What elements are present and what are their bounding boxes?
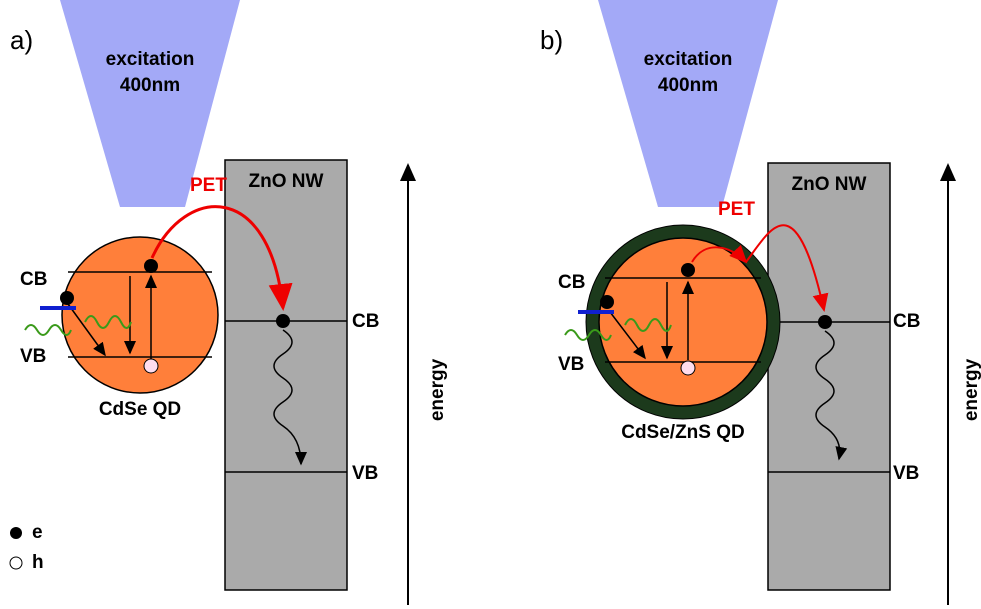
quantum-dot [62, 237, 218, 393]
electron [818, 315, 832, 329]
band-label: CB [352, 311, 379, 332]
excitation-beam [598, 0, 778, 207]
legend: e h [10, 522, 44, 573]
electron [600, 295, 614, 309]
band-label: VB [20, 346, 46, 367]
dot-label: CdSe/ZnS QD [621, 422, 745, 443]
panel-b: b) excitation 400nm ZnO NW CB VB energy … [540, 0, 981, 605]
electron [144, 259, 158, 273]
panel-a: a) excitation 400nm ZnO NW CB VB energy … [10, 0, 448, 605]
legend-label: e [32, 522, 43, 543]
hole [144, 359, 158, 373]
band-label: VB [893, 463, 919, 484]
nanowire [768, 163, 890, 590]
excitation-text: excitation [106, 49, 195, 70]
legend-marker [10, 557, 22, 569]
band-label: VB [352, 463, 378, 484]
hole [681, 361, 695, 375]
band-label: CB [20, 269, 47, 290]
nanowire [225, 160, 347, 590]
excitation-text: 400nm [120, 75, 180, 96]
dot-label: CdSe QD [99, 399, 181, 420]
panel-label: b) [540, 25, 563, 55]
diagram: a) excitation 400nm ZnO NW CB VB energy … [0, 0, 981, 609]
band-label: CB [893, 311, 920, 332]
band-label: CB [558, 272, 585, 293]
band-label: VB [558, 354, 584, 375]
electron [60, 291, 74, 305]
excitation-text: 400nm [658, 75, 718, 96]
nanowire-label: ZnO NW [792, 174, 867, 195]
legend-marker [10, 527, 22, 539]
axis-label: energy [427, 358, 448, 421]
excitation-text: excitation [644, 49, 733, 70]
electron [681, 263, 695, 277]
legend-label: h [32, 552, 44, 573]
panel-label: a) [10, 25, 33, 55]
axis-label: energy [961, 358, 981, 421]
quantum-dot [599, 238, 767, 406]
transfer-label: PET [718, 199, 755, 220]
electron [276, 314, 290, 328]
nanowire-label: ZnO NW [249, 171, 324, 192]
transfer-label: PET [190, 175, 227, 196]
